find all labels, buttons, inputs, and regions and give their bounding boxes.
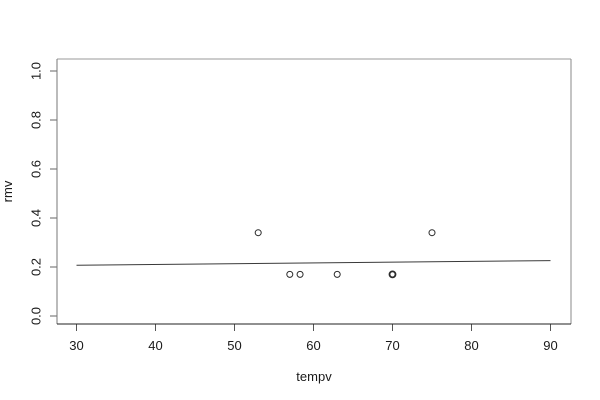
plot-box <box>56 58 572 325</box>
y-tick-label: 1.0 <box>29 62 44 80</box>
y-tick-label: 0.4 <box>29 209 44 227</box>
x-axis-ticks: 30 40 50 60 70 80 90 <box>69 324 558 353</box>
data-point <box>254 229 262 237</box>
y-axis-label: rmv <box>0 180 15 202</box>
x-tick-label: 70 <box>385 338 399 353</box>
y-axis-ticks: 0.0 0.2 0.4 0.6 0.8 1.0 <box>29 62 57 325</box>
data-point <box>428 229 436 237</box>
x-tick-label: 60 <box>306 338 320 353</box>
data-points <box>254 229 436 279</box>
y-tick-label: 0.2 <box>29 258 44 276</box>
y-tick-label: 0.6 <box>29 160 44 178</box>
data-point <box>286 270 294 278</box>
y-tick-label: 0.8 <box>29 111 44 129</box>
x-tick-label: 40 <box>148 338 162 353</box>
x-tick-label: 50 <box>227 338 241 353</box>
data-point <box>296 270 304 278</box>
y-tick-label: 0.0 <box>29 307 44 325</box>
data-point <box>388 270 397 279</box>
x-tick-label: 80 <box>464 338 478 353</box>
x-tick-label: 90 <box>543 338 557 353</box>
data-point <box>333 270 341 278</box>
regression-line <box>76 260 551 266</box>
x-axis-label: tempv <box>296 369 332 384</box>
x-tick-label: 30 <box>69 338 83 353</box>
